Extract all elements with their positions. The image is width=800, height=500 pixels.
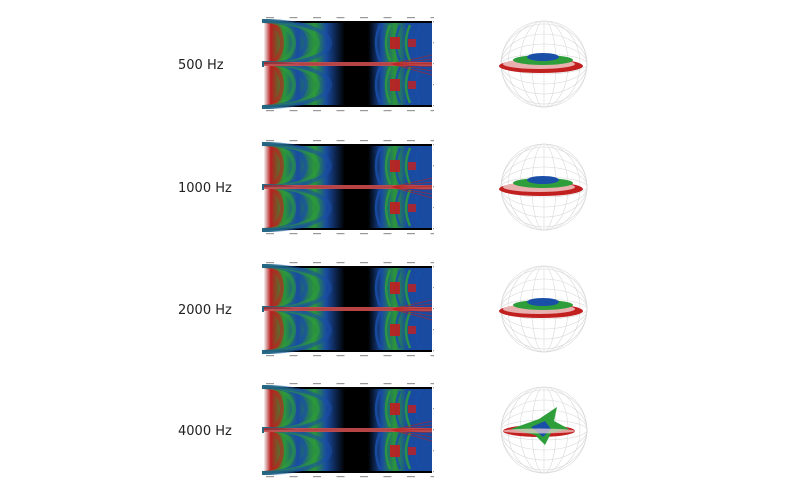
balloon-3d-plot <box>500 386 588 474</box>
heatmap-lobe-region <box>196 306 432 354</box>
balloon-panel <box>499 19 589 109</box>
balloon-panel <box>499 385 589 475</box>
directivity-heatmap <box>196 262 439 357</box>
frequency-row: 2000 Hz <box>0 262 800 362</box>
frequency-label: 1000 Hz <box>178 181 232 196</box>
frequency-label: 500 Hz <box>178 58 224 73</box>
frequency-row: 1000 Hz <box>0 140 800 240</box>
heatmap-lobe-region <box>196 385 432 433</box>
heatmap-lobe-region <box>196 184 432 232</box>
heatmap-lobe-region <box>196 142 432 190</box>
balloon-3d-plot <box>499 265 588 353</box>
balloon-3d-plot <box>499 20 588 108</box>
directivity-heatmap <box>196 17 439 112</box>
balloon-shape <box>499 53 583 73</box>
heatmap-panel <box>196 383 439 479</box>
frequency-label: 2000 Hz <box>178 303 232 318</box>
heatmap-lobe-region <box>196 61 432 109</box>
directivity-heatmap <box>196 383 439 478</box>
balloon-shape <box>499 298 583 318</box>
heatmap-lobe-region <box>196 19 432 67</box>
balloon-3d-plot <box>499 143 588 231</box>
frequency-row: 500 Hz <box>0 17 800 117</box>
balloon-shape <box>503 407 575 445</box>
balloon-panel <box>499 264 589 354</box>
heatmap-panel <box>196 17 439 113</box>
heatmap-lobe-region <box>196 427 432 475</box>
balloon-panel <box>499 142 589 232</box>
heatmap-lobe-region <box>196 264 432 312</box>
heatmap-ticks <box>266 17 439 112</box>
frequency-label: 4000 Hz <box>178 424 232 439</box>
directivity-heatmap <box>196 140 439 235</box>
balloon-shape <box>499 176 583 196</box>
heatmap-panel <box>196 262 439 358</box>
heatmap-ticks <box>266 140 439 235</box>
heatmap-panel <box>196 140 439 236</box>
frequency-row: 4000 Hz <box>0 383 800 483</box>
